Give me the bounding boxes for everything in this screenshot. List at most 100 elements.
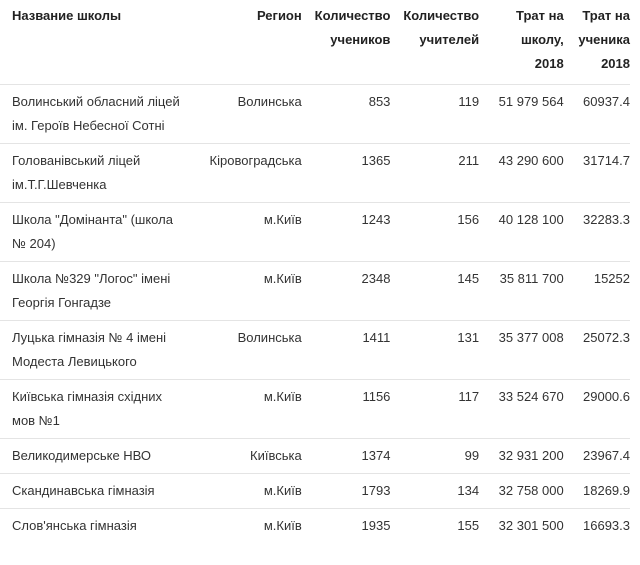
table-cell: 156 (390, 202, 480, 262)
cell-text: 117 (458, 389, 480, 404)
school-name-cell: Школа "Домінанта" (школа № 204) (0, 202, 194, 262)
cell-text: 853 (368, 94, 391, 109)
table-cell: 32 931 200 (479, 438, 564, 474)
table-cell: 145 (390, 261, 480, 321)
table-row: Слов'янська гімназія м.Київ 1935 155 32 301 … (0, 508, 630, 543)
header-cell: Название школы (0, 0, 194, 85)
table-cell: 43 290 600 (479, 143, 564, 203)
cell-text: Скандинавська гімназія (12, 483, 155, 498)
cell-text: Голованівський ліцей ім.Т.Г.Шевченка (12, 153, 141, 192)
school-name-cell: Луцька гімназія № 4 імені Модеста Левиць… (0, 320, 194, 380)
cell-text: 145 (457, 271, 480, 286)
cell-text: 18269.9 (583, 483, 630, 498)
cell-text: 23967.4 (583, 448, 630, 463)
cell-text: Волинська (237, 330, 302, 345)
cell-text: 119 (458, 94, 480, 109)
cell-text: Луцька гімназія № 4 імені Модеста Левиць… (12, 330, 167, 369)
school-name-cell: Голованівський ліцей ім.Т.Г.Шевченка (0, 143, 194, 203)
header-cell: Трат на ученика 2018 (564, 0, 630, 85)
cell-text: 25072.3 (583, 330, 630, 345)
cell-text: 35 811 700 (499, 271, 564, 286)
table-cell: 2348 (301, 261, 391, 321)
header-row: Название школы Регион Количество учеников К… (0, 0, 630, 85)
table-cell: 33 524 670 (479, 379, 564, 439)
table-cell: 25072.3 (563, 320, 630, 380)
table-cell: Кіровоградська (193, 143, 302, 203)
cell-text: 1156 (362, 389, 391, 404)
cell-text: Школа №329 "Логос" імені Георгія Гонгадз… (12, 271, 171, 310)
table-cell: 119 (390, 84, 480, 144)
table-cell: 1411 (301, 320, 391, 380)
table-cell: м.Київ (193, 508, 302, 543)
school-name-cell: Великодимерське НВО (0, 438, 194, 474)
cell-text: м.Київ (263, 483, 302, 498)
table-row: Волинський обласний ліцей ім. Героїв Неб… (0, 84, 630, 144)
cell-text: 43 290 600 (498, 153, 564, 168)
cell-text: 156 (457, 212, 480, 227)
table-cell: 155 (390, 508, 480, 543)
cell-text: Слов'янська гімназія (12, 518, 137, 533)
cell-text: 1374 (361, 448, 391, 463)
cell-text: Великодимерське НВО (12, 448, 152, 463)
cell-text: 131 (457, 330, 480, 345)
table-cell: 1156 (301, 379, 391, 439)
cell-text: м.Київ (263, 518, 302, 533)
school-name-cell: Волинський обласний ліцей ім. Героїв Неб… (0, 84, 194, 144)
table-cell: 60937.4 (563, 84, 630, 144)
table-cell: м.Київ (193, 202, 302, 262)
table-cell: 32 301 500 (479, 508, 564, 543)
table-cell: 1243 (301, 202, 391, 262)
cell-text: 32 931 200 (498, 448, 564, 463)
school-name-cell: Школа №329 "Логос" імені Георгія Гонгадз… (0, 261, 194, 321)
cell-text: м.Київ (263, 271, 302, 286)
table-cell: м.Київ (193, 379, 302, 439)
cell-text: 35 377 008 (498, 330, 564, 345)
table-cell: 1365 (301, 143, 391, 203)
table-cell: Волинська (193, 320, 302, 380)
cell-text: 31714.7 (583, 153, 630, 168)
table-cell: 1935 (301, 508, 391, 543)
table-cell: 117 (390, 379, 480, 439)
table-cell: 134 (390, 473, 480, 509)
school-name-cell: Скандинавська гімназія (0, 473, 194, 509)
cell-text: 1793 (361, 483, 391, 498)
header-text: Количество учителей (403, 8, 480, 47)
cell-text: 60937.4 (583, 94, 630, 109)
cell-text: 211 (458, 153, 480, 168)
header-cell: Количество учеников (302, 0, 391, 85)
table-cell: 99 (390, 438, 480, 474)
table-cell: м.Київ (193, 473, 302, 509)
table-cell: 35 811 700 (479, 261, 564, 321)
cell-text: 2348 (361, 271, 391, 286)
cell-text: Школа "Домінанта" (школа № 204) (12, 212, 173, 251)
table-cell: 1793 (301, 473, 391, 509)
table-cell: 853 (301, 84, 391, 144)
table-cell: 31714.7 (563, 143, 630, 203)
table-body: Волинський обласний ліцей ім. Героїв Неб… (0, 84, 630, 543)
cell-text: м.Київ (263, 212, 302, 227)
header-cell: Количество учителей (390, 0, 479, 85)
table-cell: Київська (193, 438, 302, 474)
cell-text: Київська (250, 448, 302, 463)
cell-text: 1411 (362, 330, 391, 345)
table-cell: 23967.4 (563, 438, 630, 474)
table-cell: 35 377 008 (479, 320, 564, 380)
header-text: Трат на ученика 2018 (578, 8, 630, 71)
table-row: Скандинавська гімназія м.Київ 1793 134 32 75… (0, 473, 630, 509)
header-text: Количество учеников (314, 8, 391, 47)
table-cell: 211 (390, 143, 480, 203)
table-cell: 16693.3 (563, 508, 630, 543)
cell-text: Волинський обласний ліцей ім. Героїв Неб… (12, 94, 180, 133)
cell-text: м.Київ (263, 389, 302, 404)
table-cell: 32 758 000 (479, 473, 564, 509)
school-name-cell: Слов'янська гімназія (0, 508, 194, 543)
schools-table: Название школы Регион Количество учеников К… (0, 0, 630, 543)
cell-text: 51 979 564 (498, 94, 564, 109)
cell-text: 32 758 000 (498, 483, 564, 498)
cell-text: 29000.6 (583, 389, 630, 404)
header-text: Название школы (12, 8, 122, 23)
table-row: Голованівський ліцей ім.Т.Г.Шевченка Кіро… (0, 143, 630, 203)
table-row: Луцька гімназія № 4 імені Модеста Левиць… (0, 320, 630, 380)
cell-text: 99 (464, 448, 480, 463)
